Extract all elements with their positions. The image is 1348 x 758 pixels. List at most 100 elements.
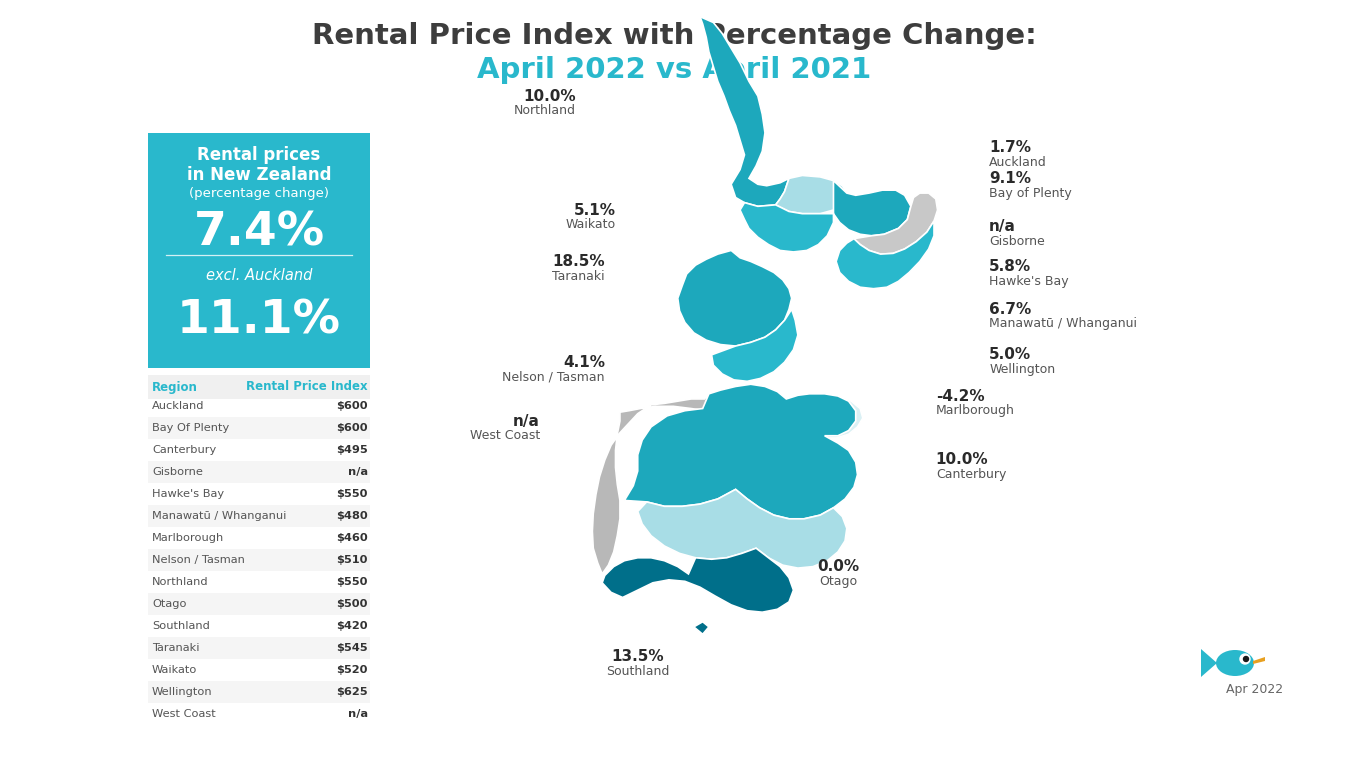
Polygon shape — [833, 180, 911, 236]
Text: Bay of Plenty: Bay of Plenty — [989, 186, 1072, 199]
Text: $600: $600 — [337, 401, 368, 411]
Text: Region: Region — [152, 381, 198, 393]
Text: n/a: n/a — [989, 219, 1016, 234]
Text: Canterbury: Canterbury — [936, 468, 1006, 481]
Text: $480: $480 — [336, 511, 368, 521]
FancyBboxPatch shape — [148, 133, 369, 368]
Text: Manawatū / Whanganui: Manawatū / Whanganui — [989, 318, 1138, 330]
Circle shape — [1243, 656, 1248, 662]
Text: in New Zealand: in New Zealand — [187, 166, 332, 184]
Text: $500: $500 — [337, 599, 368, 609]
Polygon shape — [712, 309, 798, 381]
Text: $420: $420 — [337, 621, 368, 631]
Text: $550: $550 — [337, 489, 368, 499]
Text: Hawke's Bay: Hawke's Bay — [152, 489, 224, 499]
Polygon shape — [700, 17, 789, 206]
Text: Rental Price Index with Percentage Change:: Rental Price Index with Percentage Chang… — [311, 22, 1037, 50]
Text: 5.0%: 5.0% — [989, 347, 1031, 362]
Text: Gisborne: Gisborne — [989, 235, 1045, 248]
Polygon shape — [1201, 649, 1217, 677]
Text: Marlborough: Marlborough — [152, 533, 224, 543]
Text: 13.5%: 13.5% — [612, 649, 665, 664]
Polygon shape — [853, 193, 938, 254]
Text: Taranaki: Taranaki — [553, 270, 605, 283]
FancyBboxPatch shape — [148, 461, 369, 483]
Circle shape — [1240, 654, 1250, 664]
Polygon shape — [638, 490, 847, 568]
FancyBboxPatch shape — [148, 417, 369, 439]
Text: West Coast: West Coast — [469, 429, 539, 442]
Text: Bay Of Plenty: Bay Of Plenty — [152, 423, 229, 433]
Text: 5.1%: 5.1% — [573, 202, 616, 218]
Text: Gisborne: Gisborne — [152, 467, 204, 477]
FancyBboxPatch shape — [148, 505, 369, 527]
Text: Otago: Otago — [818, 575, 857, 587]
Text: Northland: Northland — [152, 577, 209, 587]
Text: 5.8%: 5.8% — [989, 259, 1031, 274]
Text: $550: $550 — [337, 577, 368, 587]
Text: $520: $520 — [337, 665, 368, 675]
Text: Wellington: Wellington — [152, 687, 213, 697]
Text: Southland: Southland — [152, 621, 210, 631]
Text: West Coast: West Coast — [152, 709, 216, 719]
Text: Manawatū / Whanganui: Manawatū / Whanganui — [152, 511, 286, 521]
Text: Nelson / Tasman: Nelson / Tasman — [152, 555, 245, 565]
Text: 9.1%: 9.1% — [989, 171, 1031, 186]
Text: 11.1%: 11.1% — [177, 299, 341, 343]
Text: n/a: n/a — [348, 467, 368, 477]
Text: -4.2%: -4.2% — [936, 389, 984, 403]
Text: $600: $600 — [337, 423, 368, 433]
Text: excl. Auckland: excl. Auckland — [206, 268, 313, 283]
Text: $545: $545 — [337, 643, 368, 653]
Polygon shape — [775, 175, 847, 214]
FancyBboxPatch shape — [148, 375, 369, 399]
Text: n/a: n/a — [348, 709, 368, 719]
Polygon shape — [603, 548, 794, 612]
Text: Auckland: Auckland — [152, 401, 205, 411]
Text: $495: $495 — [336, 445, 368, 455]
Text: Canterbury: Canterbury — [152, 445, 216, 455]
Text: (percentage change): (percentage change) — [189, 186, 329, 199]
Text: n/a: n/a — [514, 414, 539, 428]
Text: April 2022 vs April 2021: April 2022 vs April 2021 — [477, 56, 871, 84]
Text: Marlborough: Marlborough — [936, 404, 1015, 417]
Text: 7.4%: 7.4% — [193, 211, 325, 255]
Text: Wellington: Wellington — [989, 363, 1055, 376]
Text: Waikato: Waikato — [565, 218, 616, 231]
Text: Auckland: Auckland — [989, 155, 1047, 169]
Text: $625: $625 — [337, 687, 368, 697]
Text: Taranaki: Taranaki — [152, 643, 200, 653]
FancyBboxPatch shape — [148, 681, 369, 703]
Text: 1.7%: 1.7% — [989, 140, 1031, 155]
Polygon shape — [694, 622, 709, 634]
Text: Northland: Northland — [514, 105, 576, 117]
Polygon shape — [1254, 657, 1264, 664]
Ellipse shape — [1216, 650, 1254, 676]
Text: 10.0%: 10.0% — [523, 89, 576, 104]
Polygon shape — [682, 250, 744, 305]
Polygon shape — [740, 202, 833, 252]
Text: 4.1%: 4.1% — [563, 355, 605, 370]
Text: Southland: Southland — [607, 665, 670, 678]
Text: 6.7%: 6.7% — [989, 302, 1031, 317]
Polygon shape — [706, 384, 791, 436]
FancyBboxPatch shape — [148, 549, 369, 571]
Text: Rental Price Index: Rental Price Index — [247, 381, 368, 393]
Text: Rental prices: Rental prices — [197, 146, 321, 164]
Text: 0.0%: 0.0% — [817, 559, 859, 574]
Polygon shape — [592, 394, 709, 574]
FancyBboxPatch shape — [148, 637, 369, 659]
Text: Nelson / Tasman: Nelson / Tasman — [503, 371, 605, 384]
Text: $460: $460 — [336, 533, 368, 543]
Text: Otago: Otago — [152, 599, 186, 609]
Text: Apr 2022: Apr 2022 — [1227, 684, 1283, 697]
Polygon shape — [786, 394, 863, 438]
Text: 10.0%: 10.0% — [936, 453, 988, 468]
Polygon shape — [678, 250, 791, 346]
Text: 18.5%: 18.5% — [553, 254, 605, 269]
Polygon shape — [624, 384, 857, 518]
Text: $510: $510 — [337, 555, 368, 565]
Polygon shape — [836, 221, 934, 289]
FancyBboxPatch shape — [148, 593, 369, 615]
Text: Hawke's Bay: Hawke's Bay — [989, 275, 1069, 288]
